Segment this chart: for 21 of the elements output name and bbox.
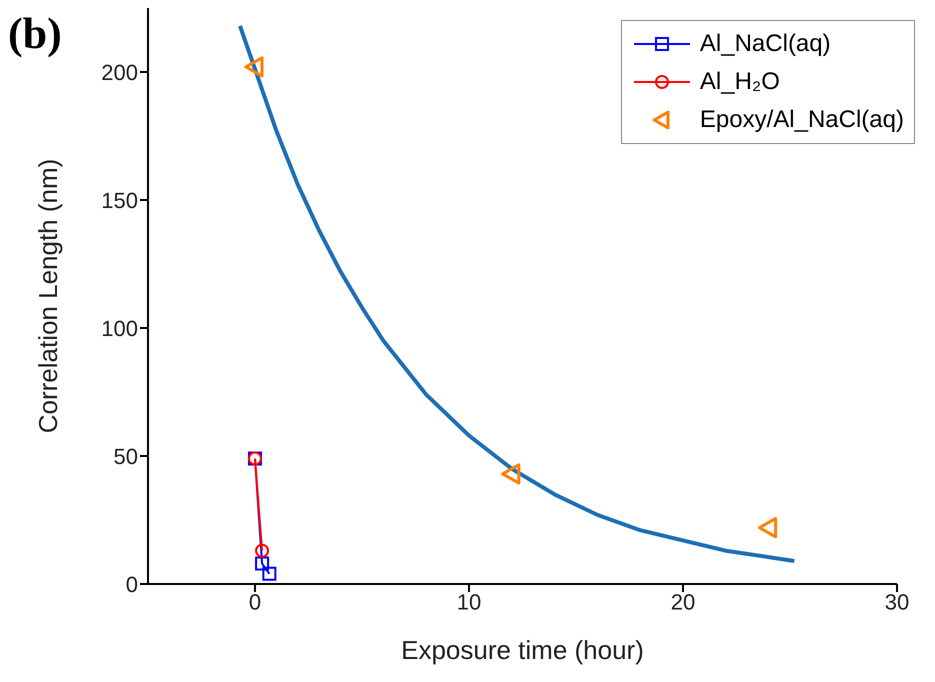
point	[758, 517, 778, 538]
y-tick-label: 0	[126, 572, 138, 597]
point	[244, 56, 264, 78]
point	[255, 544, 270, 558]
point	[501, 463, 520, 485]
chart-title: (b)	[8, 8, 62, 59]
y-tick-label: 50	[114, 444, 138, 469]
x-axis-title: Exposure time (hour)	[401, 635, 644, 665]
point	[262, 566, 276, 581]
x-tick-label: 20	[670, 590, 696, 615]
y-tick-label: 200	[101, 60, 138, 85]
legend-label: Epoxy/Al_NaCl(aq)	[700, 105, 904, 135]
y-axis-title: Correlation Length (nm)	[33, 158, 64, 434]
y-tick-label: 100	[101, 316, 138, 341]
x-tick-label: 10	[456, 590, 482, 615]
legend-label: Al_NaCl(aq)	[700, 29, 831, 59]
y-tick-label: 150	[101, 188, 138, 213]
legend-label: Al_H₂O	[700, 67, 780, 97]
point	[255, 556, 270, 571]
x-tick-label: 0	[248, 590, 262, 615]
x-tick-label: 30	[884, 590, 910, 615]
